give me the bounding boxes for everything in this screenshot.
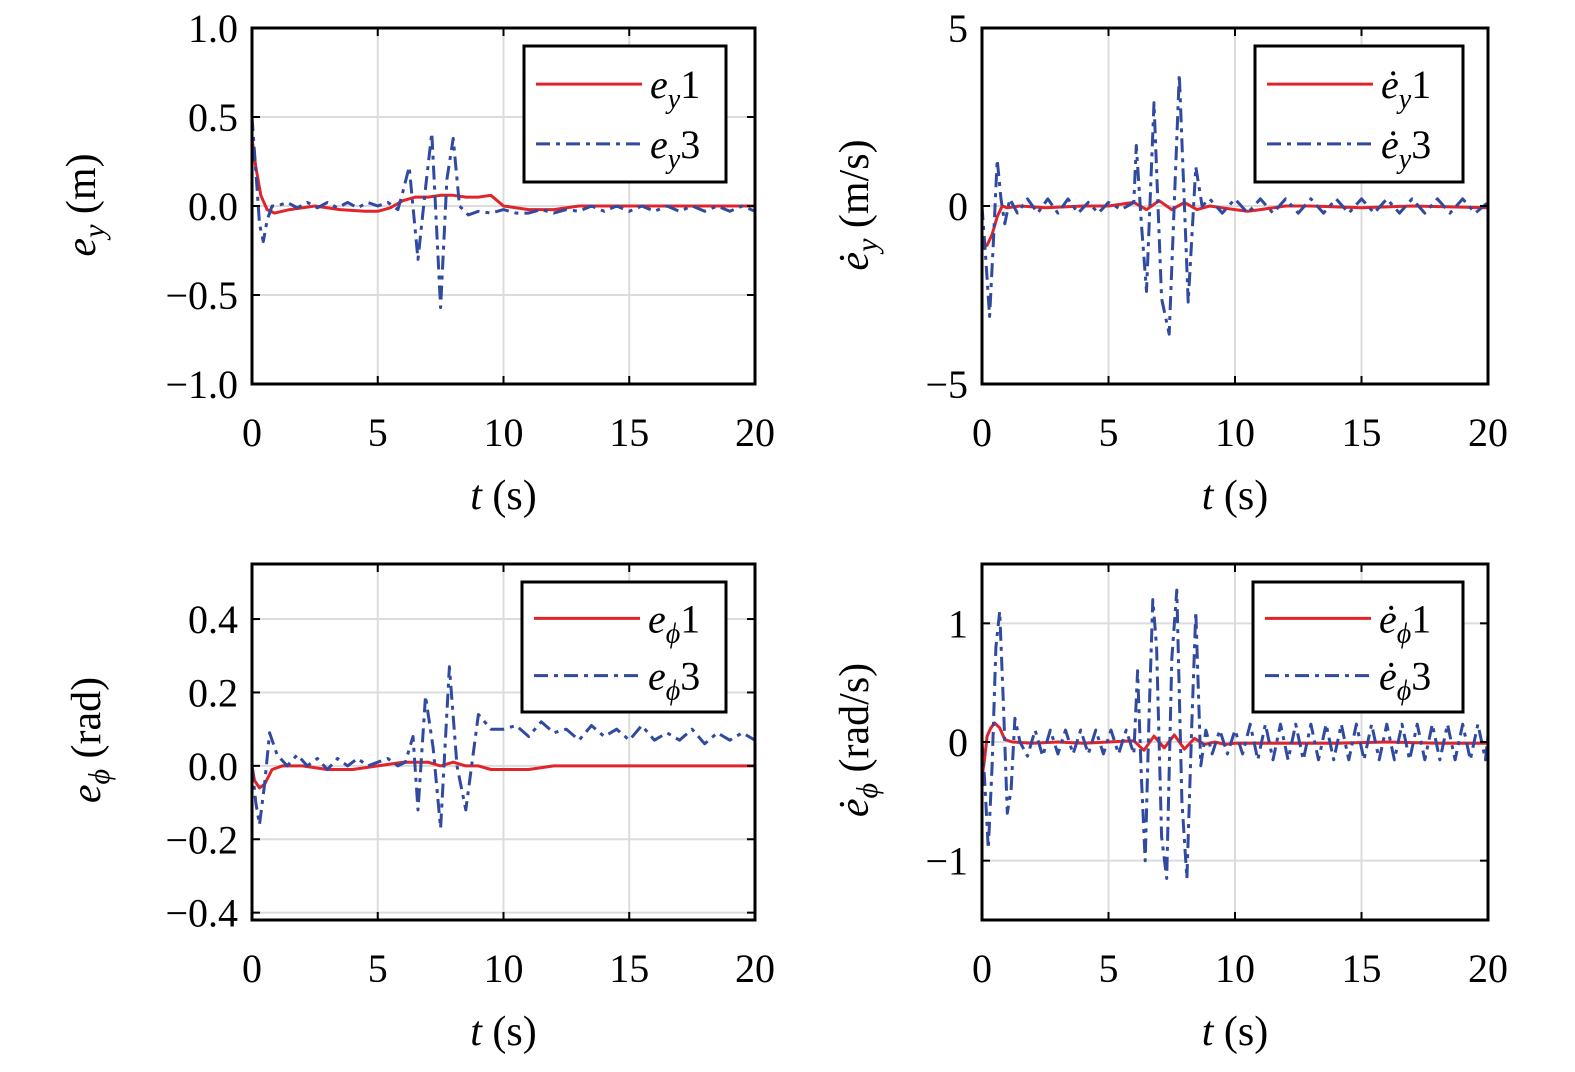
legend-entry: eϕ3 (648, 654, 700, 707)
x-tick-label: 15 (1342, 946, 1382, 991)
y-axis-label: ėy (m/s) (832, 139, 884, 270)
x-axis-label: t (s) (1202, 1009, 1269, 1055)
series-line-3 (252, 116, 755, 309)
x-axis-label: t (s) (470, 473, 537, 519)
x-tick-label: 5 (368, 946, 388, 991)
y-axis-label: ėϕ (rad/s) (832, 663, 884, 817)
x-axis-label: t (s) (1202, 473, 1269, 519)
series-line-3 (252, 665, 755, 830)
legend-entry: ėϕ3 (1379, 654, 1431, 707)
x-tick-label: 0 (242, 410, 262, 455)
ylabel-symbol: e (59, 238, 105, 257)
series-line-1 (982, 721, 1488, 778)
x-tick-label: 5 (368, 410, 388, 455)
svg-text:eϕ (rad): eϕ (rad) (64, 677, 116, 803)
y-tick-label: 0 (948, 184, 968, 229)
legend-entry: ėϕ1 (1379, 596, 1431, 649)
y-tick-label: 0.0 (188, 184, 238, 229)
x-axis-label: t (s) (470, 1009, 537, 1055)
x-tick-label: 10 (1215, 410, 1255, 455)
x-tick-label: 10 (1215, 946, 1255, 991)
y-tick-label: 5 (948, 6, 968, 51)
series-line-1 (982, 199, 1488, 250)
x-tick-label: 0 (972, 946, 992, 991)
y-tick-label: 0 (948, 720, 968, 765)
legend-entry: eϕ1 (648, 596, 700, 649)
y-tick-label: −0.5 (165, 273, 238, 318)
ylabel-unit: (m) (59, 153, 105, 224)
series-line-3 (982, 588, 1488, 880)
svg-text:ėϕ (rad/s): ėϕ (rad/s) (832, 663, 884, 817)
y-tick-label: 0.2 (188, 670, 238, 715)
legend-entry: ėy3 (1381, 122, 1431, 175)
y-tick-label: −5 (925, 362, 968, 407)
y-axis-label: eϕ (rad) (64, 677, 116, 803)
x-tick-label: 20 (735, 410, 775, 455)
y-axis-label: ey (m) (59, 153, 111, 256)
svg-text:ėy (m/s): ėy (m/s) (832, 139, 884, 270)
series-line-3 (982, 72, 1488, 336)
y-tick-label: 0.0 (188, 744, 238, 789)
x-tick-label: 5 (1099, 946, 1119, 991)
x-tick-label: 5 (1099, 410, 1119, 455)
y-tick-label: −1 (925, 839, 968, 884)
svg-text:ey (m): ey (m) (59, 153, 111, 256)
legend-entry: ėy1 (1381, 62, 1431, 115)
legend-entry: ey3 (650, 122, 700, 175)
x-tick-label: 20 (735, 946, 775, 991)
y-tick-label: 1.0 (188, 6, 238, 51)
y-tick-label: −0.2 (165, 817, 238, 862)
series-line-1 (252, 138, 755, 215)
y-tick-label: 0.5 (188, 95, 238, 140)
x-tick-label: 0 (242, 946, 262, 991)
x-tick-label: 20 (1468, 410, 1508, 455)
y-tick-label: −1.0 (165, 362, 238, 407)
y-tick-label: 1 (948, 601, 968, 646)
x-tick-label: 10 (484, 410, 524, 455)
series-line-1 (252, 760, 755, 790)
x-tick-label: 15 (609, 946, 649, 991)
x-tick-label: 15 (609, 410, 649, 455)
x-tick-label: 20 (1468, 946, 1508, 991)
legend-entry: ey1 (650, 62, 700, 115)
x-tick-label: 10 (484, 946, 524, 991)
y-tick-label: −0.4 (165, 891, 238, 936)
x-tick-label: 15 (1342, 410, 1382, 455)
x-tick-label: 0 (972, 410, 992, 455)
y-tick-label: 0.4 (188, 597, 238, 642)
